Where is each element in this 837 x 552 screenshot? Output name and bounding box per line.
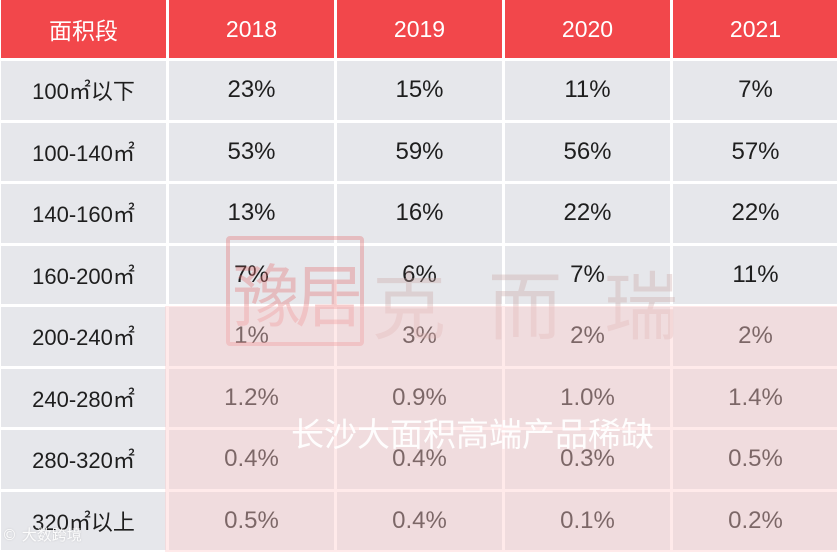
table-cell: 0.9% [337, 368, 502, 427]
row-label: 140-160㎡ [1, 184, 166, 243]
header-year-2019: 2019 [337, 0, 502, 58]
row-label: 160-200㎡ [1, 245, 166, 304]
table-cell: 0.3% [505, 430, 670, 489]
table-cell: 7% [169, 245, 334, 304]
row-label: 200-240㎡ [1, 307, 166, 366]
table-cell: 22% [505, 184, 670, 243]
header-year-2021: 2021 [673, 0, 837, 58]
table-cell: 16% [337, 184, 502, 243]
table-cell: 2% [673, 307, 837, 366]
table-cell: 3% [337, 307, 502, 366]
corner-watermark-text: 大数跨境 [21, 526, 82, 544]
table-cell: 0.2% [673, 491, 837, 550]
table-cell: 2% [505, 307, 670, 366]
header-area-range: 面积段 [1, 0, 166, 58]
row-label: 320㎡以上 [1, 491, 166, 550]
table-cell: 59% [337, 122, 502, 181]
table-cell: 7% [673, 61, 837, 120]
table-cell: 1.2% [169, 368, 334, 427]
table-cell: 7% [505, 245, 670, 304]
table-cell: 0.1% [505, 491, 670, 550]
row-label: 280-320㎡ [1, 430, 166, 489]
table-cell: 0.5% [673, 430, 837, 489]
table-cell: 22% [673, 184, 837, 243]
watermark-seal: 豫居 [226, 236, 364, 346]
table-cell: 0.4% [337, 430, 502, 489]
table-cell: 23% [169, 61, 334, 120]
table-cell: 1% [169, 307, 334, 366]
table-cell: 57% [673, 122, 837, 181]
overlay-caption: 长沙大面积高端产品稀缺 [291, 415, 654, 454]
row-label: 100-140㎡ [1, 122, 166, 181]
header-year-2018: 2018 [169, 0, 334, 58]
table-cell: 11% [505, 61, 670, 120]
table-cell: 56% [505, 122, 670, 181]
table-cell: 13% [169, 184, 334, 243]
row-label: 240-280㎡ [1, 368, 166, 427]
table-cell: 1.4% [673, 368, 837, 427]
table-cell: 11% [673, 245, 837, 304]
table-cell: 6% [337, 245, 502, 304]
watermark-brand: 克而瑞 [372, 265, 720, 351]
corner-watermark: © 大数跨境 [2, 524, 82, 545]
header-year-2020: 2020 [505, 0, 670, 58]
table-cell: 1.0% [505, 368, 670, 427]
table-cell: 0.4% [169, 430, 334, 489]
table-cell: 0.5% [169, 491, 334, 550]
table-cell: 0.4% [337, 491, 502, 550]
corner-logo-icon: © [2, 526, 17, 544]
table-cell: 53% [169, 122, 334, 181]
row-label: 100㎡以下 [1, 61, 166, 120]
table-cell: 15% [337, 61, 502, 120]
